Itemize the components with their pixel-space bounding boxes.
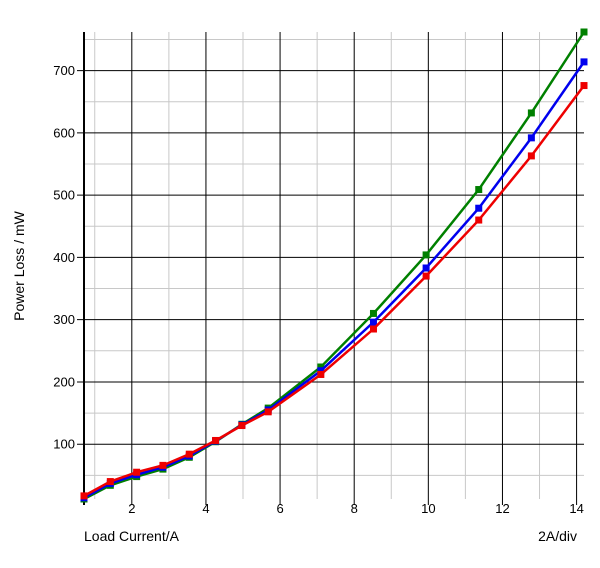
series-marker-green — [475, 186, 483, 194]
series-marker-red — [369, 325, 377, 333]
series-marker-green — [317, 363, 325, 371]
series-marker-red — [159, 461, 167, 469]
series-marker-green — [422, 251, 430, 259]
y-tick-label: 700 — [53, 63, 75, 78]
series-marker-red — [185, 450, 193, 458]
y-tick-label: 600 — [53, 125, 75, 140]
x-tick-label: 6 — [276, 501, 283, 516]
series-marker-green — [369, 309, 377, 317]
series-marker-blue — [422, 264, 430, 272]
x-tick-label: 4 — [202, 501, 209, 516]
series-marker-red — [133, 468, 141, 476]
x-scale-note: 2A/div — [538, 528, 577, 544]
x-tick-label: 8 — [351, 501, 358, 516]
x-tick-label: 2 — [128, 501, 135, 516]
series-marker-red — [212, 436, 220, 444]
series-marker-red — [317, 370, 325, 378]
y-tick-label: 100 — [53, 437, 75, 452]
y-tick-label: 400 — [53, 250, 75, 265]
series-marker-blue — [475, 204, 483, 212]
x-tick-label: 14 — [569, 501, 583, 516]
series-marker-red — [580, 82, 588, 90]
y-axis-title: Power Loss / mW — [11, 210, 27, 320]
y-tick-label: 200 — [53, 374, 75, 389]
x-axis-title: Load Current/A — [84, 528, 180, 544]
y-tick-label: 300 — [53, 312, 75, 327]
series-marker-green — [527, 109, 535, 117]
series-marker-red — [106, 478, 114, 486]
series-marker-red — [238, 422, 246, 430]
y-tick-label: 500 — [53, 188, 75, 203]
series-marker-blue — [580, 58, 588, 66]
series-line-red — [83, 84, 586, 497]
series-marker-red — [80, 492, 88, 500]
series-marker-blue — [527, 134, 535, 142]
series-marker-red — [475, 216, 483, 224]
series-marker-blue — [317, 367, 325, 375]
series-marker-red — [527, 152, 535, 160]
series-marker-blue — [369, 318, 377, 326]
series-marker-red — [422, 272, 430, 280]
series-marker-green — [580, 28, 588, 36]
x-tick-label: 12 — [495, 501, 509, 516]
x-tick-label: 10 — [421, 501, 435, 516]
series-marker-red — [264, 408, 272, 416]
